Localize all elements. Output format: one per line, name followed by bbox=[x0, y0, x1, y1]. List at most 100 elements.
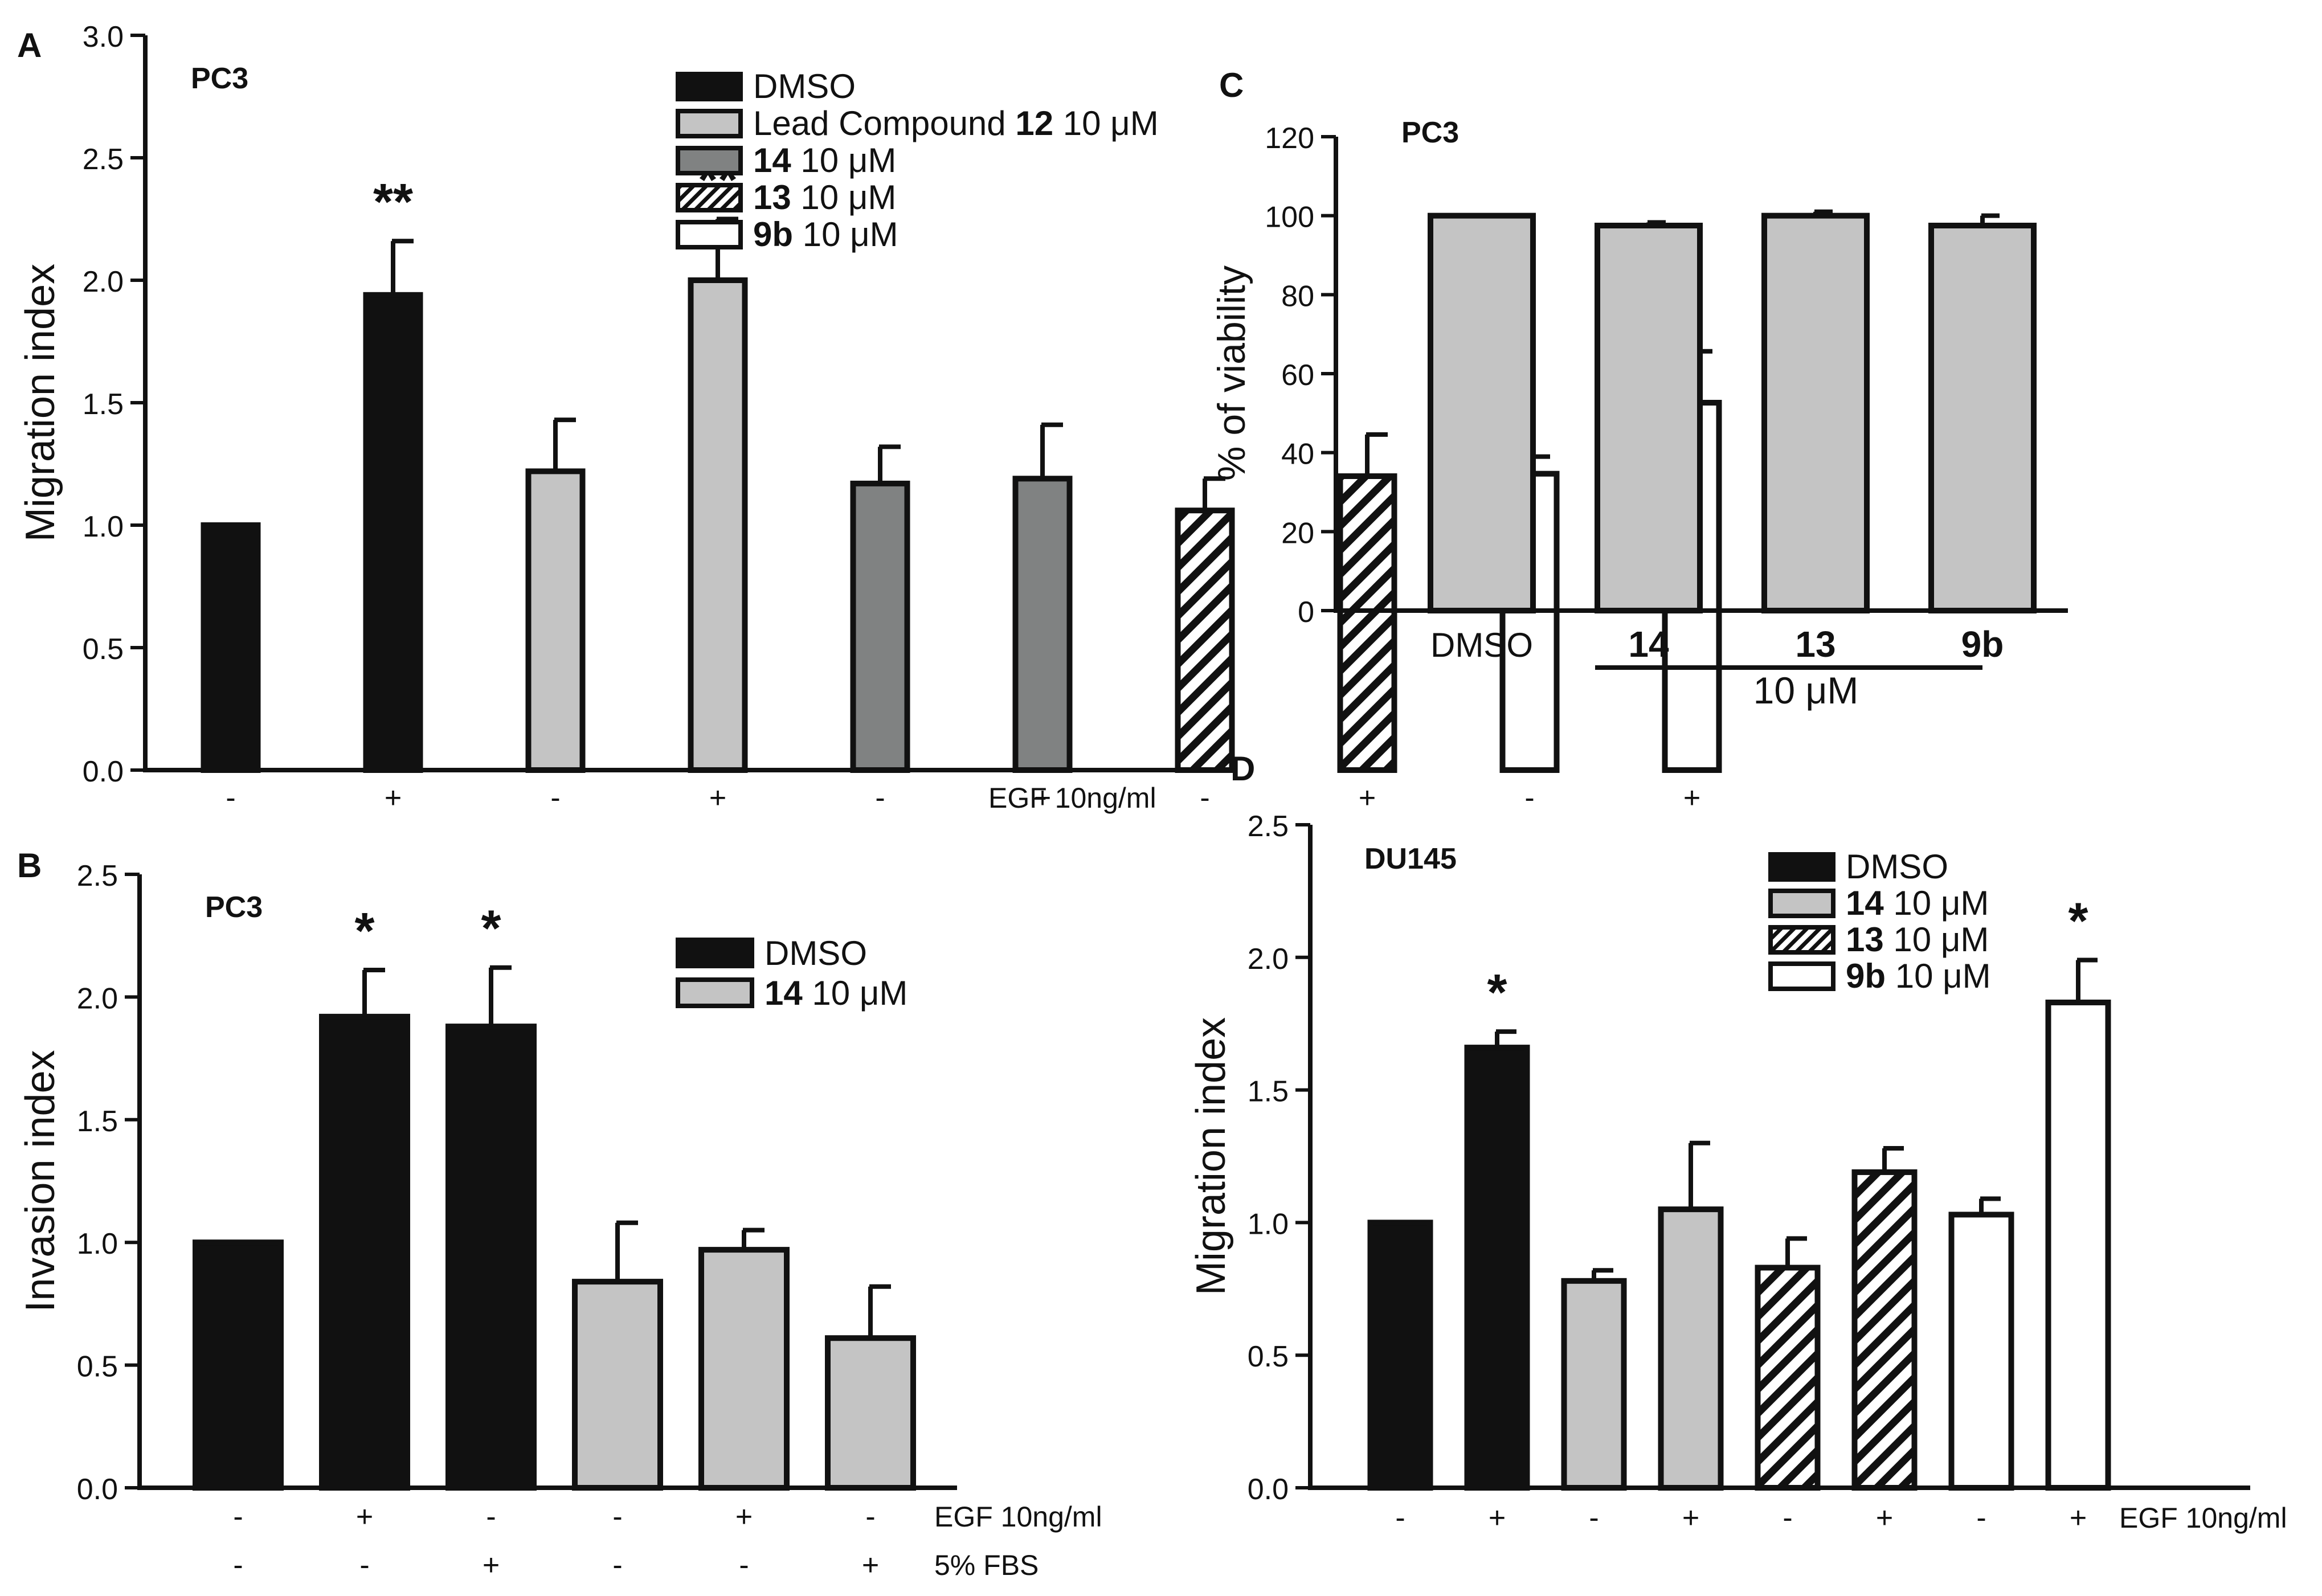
y-tick-label: 3.0 bbox=[83, 21, 124, 54]
y-tick-label: 120 bbox=[1265, 122, 1314, 155]
condition-sign: - bbox=[550, 781, 560, 815]
bar bbox=[850, 480, 910, 774]
y-tick-label: 100 bbox=[1265, 201, 1314, 234]
condition-sign: - bbox=[486, 1500, 496, 1533]
panel-d-chart: 0.0 0.5 1.0 1.5 2.0 2.5 Migration index DU145 * *… bbox=[1188, 810, 2287, 1534]
condition-label: EGF 10ng/ml bbox=[2119, 1502, 2287, 1534]
y-tick-label: 1.0 bbox=[1248, 1208, 1289, 1241]
legend-label: 14 10 μM bbox=[753, 141, 896, 179]
group-label: 10 μM bbox=[1753, 669, 1859, 711]
legend-label: Lead Compound 12 10 μM bbox=[753, 104, 1159, 142]
y-tick-label: 1.0 bbox=[83, 510, 124, 543]
condition-sign: + bbox=[1359, 781, 1376, 815]
condition-sign: - bbox=[233, 1500, 243, 1533]
legend-swatch bbox=[676, 146, 743, 175]
legend-swatch bbox=[1768, 889, 1835, 918]
bar bbox=[825, 1335, 916, 1491]
bar bbox=[319, 1013, 410, 1491]
condition-sign: + bbox=[1876, 1501, 1893, 1534]
legend-label: 14 10 μM bbox=[1846, 884, 1989, 922]
condition-sign: - bbox=[875, 781, 885, 815]
condition-sign: - bbox=[1395, 1501, 1405, 1534]
y-tick-label: 2.0 bbox=[1248, 943, 1289, 976]
legend-label-text: DMSO bbox=[765, 934, 867, 972]
condition-sign: - bbox=[612, 1500, 622, 1533]
bar bbox=[688, 277, 748, 773]
condition-label: EGF 10ng/ml bbox=[934, 1501, 1102, 1533]
legend-label: DMSO bbox=[765, 934, 867, 972]
condition-sign: + bbox=[356, 1500, 373, 1533]
y-tick-label: 20 bbox=[1281, 517, 1314, 550]
y-tick-label: 80 bbox=[1281, 280, 1314, 313]
significance-marker: * bbox=[1487, 964, 1507, 1021]
condition-sign: - bbox=[1200, 781, 1209, 815]
bar bbox=[1561, 1278, 1627, 1491]
legend-label-suffix: 10 μM bbox=[803, 974, 908, 1012]
y-axis-label: Invasion index bbox=[18, 1050, 63, 1312]
condition-sign: - bbox=[1589, 1501, 1599, 1534]
category-label: DMSO bbox=[1430, 626, 1533, 664]
bar bbox=[1928, 223, 2037, 613]
significance-marker: ** bbox=[373, 174, 413, 231]
condition2-sign: - bbox=[739, 1549, 749, 1582]
significance-marker: * bbox=[481, 901, 501, 957]
bar bbox=[193, 1239, 284, 1491]
bar bbox=[1012, 476, 1073, 773]
cell-line-title: DU145 bbox=[1364, 842, 1457, 875]
condition2-sign: + bbox=[483, 1549, 500, 1582]
condition-sign: + bbox=[1034, 781, 1051, 815]
y-tick-label: 0.0 bbox=[1248, 1473, 1289, 1506]
bar bbox=[363, 292, 423, 773]
y-tick-label: 0 bbox=[1298, 596, 1314, 629]
bar bbox=[445, 1024, 537, 1491]
legend-label-suffix: 10 μM bbox=[1053, 104, 1159, 142]
y-tick-label: 2.5 bbox=[1248, 810, 1289, 843]
legend-label-bold: 9b bbox=[753, 215, 793, 253]
condition-sign: + bbox=[709, 781, 726, 815]
condition-sign: + bbox=[385, 781, 402, 815]
y-tick-label: 0.5 bbox=[77, 1351, 118, 1384]
y-tick-label: 2.0 bbox=[83, 265, 124, 298]
legend-label-bold: 14 bbox=[765, 974, 803, 1012]
panel-label-b: B bbox=[17, 846, 42, 885]
y-tick-label: 1.0 bbox=[77, 1227, 118, 1261]
y-tick-label: 40 bbox=[1281, 438, 1314, 471]
panel-c-chart: 0 20 40 60 80 100 120 % of viability PC3 DMSO 14 13… bbox=[1210, 116, 2068, 711]
bar bbox=[1761, 212, 1870, 613]
category-label: 14 bbox=[1628, 624, 1669, 665]
y-tick-label: 2.5 bbox=[77, 860, 118, 893]
bar bbox=[1658, 1206, 1724, 1491]
legend-label-suffix: 10 μM bbox=[793, 215, 898, 253]
legend-label-text: DMSO bbox=[753, 67, 856, 105]
bar bbox=[1948, 1212, 2014, 1491]
legend-label-bold: 9b bbox=[1846, 957, 1886, 995]
y-axis-label: Migration index bbox=[1188, 1017, 1234, 1295]
bar bbox=[201, 522, 261, 773]
legend-swatch bbox=[676, 938, 754, 968]
legend-swatch bbox=[1768, 961, 1835, 991]
bar bbox=[698, 1247, 790, 1491]
condition2-sign: - bbox=[359, 1549, 369, 1582]
bar bbox=[1175, 508, 1235, 773]
legend-label-text: Lead Compound bbox=[753, 104, 1015, 142]
condition-sign: + bbox=[2070, 1501, 2087, 1534]
legend-swatch bbox=[676, 977, 754, 1008]
bar bbox=[1755, 1264, 1821, 1491]
legend-label: 9b 10 μM bbox=[753, 215, 898, 253]
legend-swatch bbox=[1768, 852, 1835, 882]
legend-label-suffix: 10 μM bbox=[791, 178, 897, 216]
y-tick-label: 0.5 bbox=[1248, 1340, 1289, 1373]
legend-swatch bbox=[676, 72, 743, 101]
y-tick-label: 2.5 bbox=[83, 143, 124, 176]
legend-label: 13 10 μM bbox=[753, 178, 896, 216]
bar bbox=[1595, 223, 1703, 613]
y-tick-label: 0.0 bbox=[77, 1473, 118, 1506]
condition-sign: - bbox=[865, 1500, 875, 1533]
y-axis-label: % of viability bbox=[1210, 265, 1253, 481]
bar bbox=[2045, 999, 2111, 1491]
legend-label: DMSO bbox=[1846, 848, 1948, 886]
condition-label: EGF 10ng/ml bbox=[988, 782, 1156, 814]
y-tick-label: 1.5 bbox=[1248, 1075, 1289, 1108]
condition-sign: + bbox=[1683, 781, 1700, 815]
condition-sign: - bbox=[1783, 1501, 1792, 1534]
